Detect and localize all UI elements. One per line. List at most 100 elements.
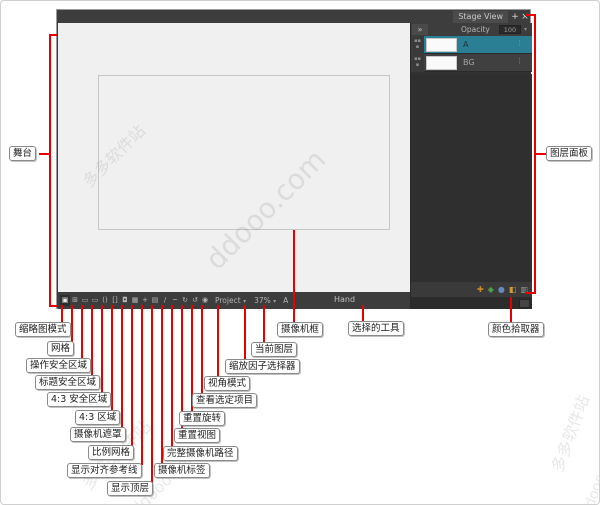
look-at-selected-icon[interactable]: ◉ (201, 296, 209, 304)
callout-view-mode: 视角模式 (204, 376, 251, 391)
callout-layer-panel: 图层面板 (546, 146, 593, 161)
callout-current-layer-line (263, 305, 265, 344)
alignment-guides-icon[interactable]: + (142, 296, 148, 304)
reset-rotation-icon[interactable]: ↺ (192, 296, 198, 304)
callout-stage: 舞台 (9, 146, 37, 161)
grid-icon[interactable]: ⊞ (72, 296, 78, 304)
callout-camera-frame: 摄像机框 (277, 322, 324, 337)
app-window: Stage View + × 多多软件站 ddooo.com ▣ ⊞ ▭ ▭()[] ◘… (56, 9, 532, 309)
callout-colour-picker-line (510, 297, 512, 324)
camera-frame-rect (98, 75, 390, 230)
layer-list-empty-area[interactable] (411, 74, 532, 282)
layer-visibility-icons[interactable]: ▪▪ ▪ (411, 36, 424, 54)
chevron-down-icon: ▾ (243, 297, 247, 305)
callout-look-at-selected-line (201, 305, 203, 395)
callout-selected-tool: 选择的工具 (348, 321, 404, 336)
layer-thumbnail[interactable] (426, 56, 457, 70)
add-bitmap-layer-icon[interactable]: ● (497, 284, 505, 294)
callout-colour-picker: 颜色拾取器 (488, 322, 544, 337)
action-safe-area-icon[interactable]: ▭ (81, 296, 89, 304)
chevron-down-icon: ▾ (524, 26, 528, 33)
callout-full-camera-path: 完整摄像机路径 (163, 446, 238, 461)
layer-visibility-icons[interactable]: ▪▪ ▪ (411, 54, 424, 72)
camera-mask-icon[interactable]: ◘ (122, 296, 128, 304)
callout-selected-tool-line (362, 305, 364, 323)
callout-reset-rotation: 重置旋转 (179, 411, 226, 426)
camera-bottom-toolbar: ▣ ⊞ ▭ ▭()[] ◘ ▦ + ▤ / ~ ↻ ↺ ◉ Project ▾ 37% ▾ A Hand (58, 292, 410, 309)
layer-panel-bracket-tick (525, 14, 534, 16)
look-at-dropdown[interactable]: Project ▾ (215, 295, 247, 305)
callout-43-area-line (111, 305, 113, 412)
close-view-icon[interactable]: × (521, 11, 529, 22)
callout-reset-view: 重置视图 (174, 428, 221, 443)
callout-action-safe-area-line (81, 305, 83, 360)
callout-camera-mask: 摄像机遮罩 (70, 427, 126, 442)
layer-list: ▪▪ ▪ A ⋮ ▪▪ ▪ BG ⋮ (411, 36, 532, 72)
reset-view-icon[interactable]: ↻ (182, 296, 188, 304)
add-vector-layer-icon[interactable]: ◆ (487, 284, 494, 294)
callout-camera-mask-line (121, 305, 123, 429)
callout-look-at-selected: 查看选定项目 (192, 393, 258, 408)
thumbnail-mode-icon[interactable]: ▣ (60, 295, 70, 306)
callout-camera-label-line (161, 305, 163, 465)
stage-bracket-tick (49, 34, 57, 36)
callout-action-safe-area: 操作安全区域 (26, 358, 92, 373)
watermark: 多多软件站 (547, 392, 594, 475)
callout-grid-line (71, 305, 73, 343)
callout-43-safe-area: 4:3 安全区域 (47, 392, 112, 407)
callout-proportional-grid: 比例网格 (88, 445, 135, 460)
layer-panel-toolbar: ✚ ◆ ● ◧ ▥ (411, 282, 532, 297)
scrollbar-corner[interactable] (519, 299, 530, 308)
layer-panel-bracket-tick (525, 292, 534, 294)
proportional-grid-icon[interactable]: ▦ (131, 296, 139, 304)
layer-thumbnail[interactable] (426, 38, 457, 52)
callout-thumbnail-mode: 缩略图模式 (15, 322, 71, 337)
layer-lock-icon[interactable]: ⋮ (516, 39, 523, 47)
view-titlebar: Stage View + × (57, 10, 530, 23)
callout-proportional-grid-line (131, 305, 133, 447)
safe-area-43-icon[interactable]: () (102, 296, 108, 304)
show-top-layer-icon[interactable]: ▤ (151, 296, 159, 304)
callout-show-top-layer: 显示顶层 (107, 481, 154, 496)
add-drawing-layer-icon[interactable]: ✚ (477, 284, 484, 294)
opacity-label: Opacity (461, 25, 490, 34)
current-layer-indicator: A (283, 296, 289, 305)
area-43-icon[interactable]: [] (112, 296, 118, 304)
callout-camera-frame-line (293, 230, 295, 324)
stage-canvas[interactable]: 多多软件站 ddooo.com (58, 23, 410, 292)
camera-label-icon[interactable]: / (163, 296, 167, 304)
layer-row[interactable]: ▪▪ ▪ A ⋮ (411, 36, 532, 54)
title-safe-area-icon[interactable]: ▭ (91, 296, 99, 304)
callout-reset-view-line (181, 305, 183, 430)
callout-alignment-guides: 显示对齐参考线 (67, 463, 142, 478)
layer-panel: » Opacity 100 ▾ ▪▪ ▪ A ⋮ ▪▪ ▪ BG ⋮ ✚ ◆ ● ◧ ▥ (410, 23, 532, 309)
delete-layer-icon[interactable]: ▥ (520, 284, 528, 294)
tab-stage-view[interactable]: Stage View (453, 10, 508, 23)
callout-camera-label: 摄像机标签 (154, 463, 210, 478)
layer-lock-icon[interactable]: ⋮ (516, 57, 523, 65)
callout-43-safe-area-line (101, 305, 103, 394)
full-camera-path-icon[interactable]: ~ (172, 296, 178, 304)
layer-name: A (463, 40, 469, 49)
layer-panel-footer (411, 297, 532, 309)
add-view-icon[interactable]: + (511, 11, 519, 22)
layer-panel-bracket-line (534, 14, 536, 294)
toolbar-icon-group: ▣ ⊞ ▭ ▭()[] ◘ ▦ + ▤ / ~ ↻ ↺ ◉ (60, 295, 210, 306)
selected-tool-indicator: Hand (334, 295, 356, 304)
layer-panel-callout-connector (536, 153, 546, 155)
callout-current-layer: 当前图层 (251, 342, 298, 357)
callout-title-safe-area: 标题安全区域 (35, 375, 101, 390)
layer-name: BG (463, 58, 475, 67)
callout-show-top-layer-line (151, 305, 153, 483)
zoom-dropdown[interactable]: 37% ▾ (254, 295, 277, 305)
layer-row[interactable]: ▪▪ ▪ BG ⋮ (411, 54, 532, 72)
callout-43-area: 4:3 区域 (75, 410, 121, 425)
layer-panel-header: » Opacity 100 ▾ (411, 23, 532, 36)
callout-view-mode-line (217, 305, 219, 378)
callout-title-safe-area-line (91, 305, 93, 377)
colour-picker-icon[interactable]: ◧ (508, 284, 517, 294)
opacity-input[interactable]: 100 (499, 25, 521, 34)
callout-reset-rotation-line (191, 305, 193, 413)
collapse-panel-icon[interactable]: » (412, 24, 428, 35)
